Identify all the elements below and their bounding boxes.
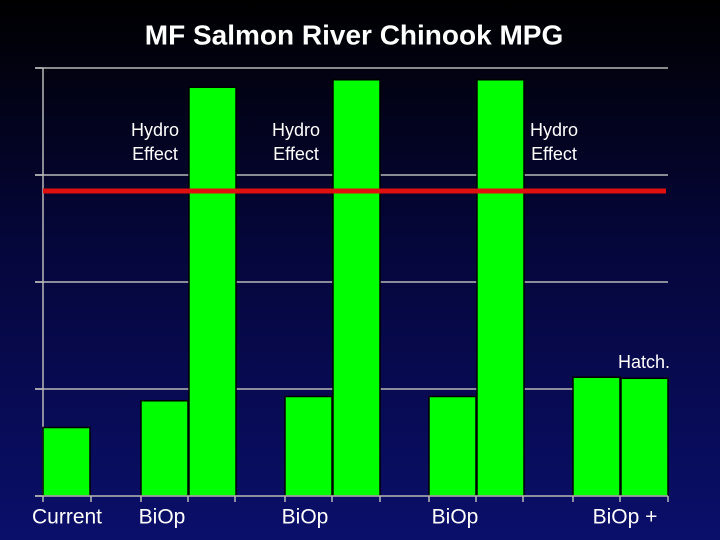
bar [428,395,477,497]
bar [332,79,381,497]
x-tick-label: BiOp [282,506,329,529]
x-tick-label: BiOp [139,506,186,529]
bar [572,376,621,497]
chart-title: MF Salmon River Chinook MPG [145,19,563,50]
annotation: Hydro Effect [130,120,179,164]
annotation: Hatch. [617,352,671,372]
bar [620,377,669,497]
annotation: Hydro Effect [271,120,320,164]
bar [140,400,189,497]
annotation: Hydro Effect [529,120,578,164]
x-tick-label: BiOp + [593,506,658,529]
bar [42,426,91,497]
bar [476,79,525,497]
bar [188,86,237,497]
bar [284,395,333,497]
x-tick-label: Current [32,506,102,529]
x-tick-label: BiOp [432,506,479,529]
